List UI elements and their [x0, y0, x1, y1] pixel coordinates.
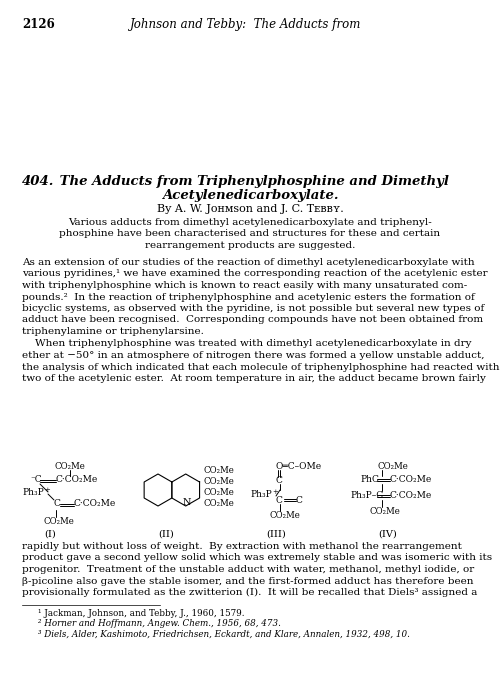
Text: Ph₃P: Ph₃P — [22, 488, 44, 497]
Text: provisionally formulated as the zwitterion (I).  It will be recalled that Diels³: provisionally formulated as the zwitteri… — [22, 588, 477, 597]
Text: triphenylamine or triphenylarsine.: triphenylamine or triphenylarsine. — [22, 327, 204, 336]
Text: +: + — [272, 488, 278, 496]
Text: C·CO₂Me: C·CO₂Me — [390, 475, 432, 484]
Text: O═C–OMe: O═C–OMe — [276, 462, 322, 471]
Text: bicyclic systems, as observed with the pyridine, is not possible but several new: bicyclic systems, as observed with the p… — [22, 304, 484, 313]
Text: CO₂Me: CO₂Me — [54, 462, 86, 471]
Text: CO₂Me: CO₂Me — [204, 477, 234, 486]
Text: CO₂Me: CO₂Me — [204, 466, 234, 475]
Text: C: C — [53, 499, 60, 508]
Text: ¹ Jackman, Johnson, and Tebby, J., 1960, 1579.: ¹ Jackman, Johnson, and Tebby, J., 1960,… — [38, 608, 244, 617]
Text: CO₂Me: CO₂Me — [270, 511, 301, 520]
Text: C·CO₂Me: C·CO₂Me — [74, 499, 116, 508]
Text: (III): (III) — [266, 530, 286, 539]
Text: ³ Diels, Alder, Kashimoto, Friedrichsen, Eckardt, and Klare, Annalen, 1932, 498,: ³ Diels, Alder, Kashimoto, Friedrichsen,… — [38, 629, 410, 638]
Text: β-picoline also gave the stable isomer, and the first-formed adduct has therefor: β-picoline also gave the stable isomer, … — [22, 576, 473, 585]
Text: pounds.²  In the reaction of triphenylphosphine and acetylenic esters the format: pounds.² In the reaction of triphenylpho… — [22, 293, 475, 301]
Text: When triphenylphosphine was treated with dimethyl acetylenedicarboxylate in dry: When triphenylphosphine was treated with… — [22, 340, 471, 348]
Text: C: C — [295, 496, 302, 505]
Text: rapidly but without loss of weight.  By extraction with methanol the rearrangeme: rapidly but without loss of weight. By e… — [22, 542, 462, 551]
Text: adduct have been recognised.  Corresponding compounds have not been obtained fro: adduct have been recognised. Correspondi… — [22, 316, 483, 325]
Text: C·CO₂Me: C·CO₂Me — [390, 491, 432, 500]
Text: Various adducts from dimethyl acetylenedicarboxylate and triphenyl-: Various adducts from dimethyl acetylened… — [68, 218, 432, 227]
Text: the analysis of which indicated that each molecule of triphenylphosphine had rea: the analysis of which indicated that eac… — [22, 363, 500, 371]
Text: progenitor.  Treatment of the unstable adduct with water, methanol, methyl iodid: progenitor. Treatment of the unstable ad… — [22, 565, 474, 574]
Text: CO₂Me: CO₂Me — [44, 517, 75, 526]
Text: By A. W. Jᴏʜᴍson and J. C. Tᴇʙʙʏ.: By A. W. Jᴏʜᴍson and J. C. Tᴇʙʙʏ. — [156, 204, 344, 214]
Text: 404.: 404. — [22, 175, 54, 188]
Text: with triphenylphosphine which is known to react easily with many unsaturated com: with triphenylphosphine which is known t… — [22, 281, 467, 290]
Text: C·CO₂Me: C·CO₂Me — [56, 475, 98, 484]
Text: (II): (II) — [158, 530, 174, 539]
Text: two of the acetylenic ester.  At room temperature in air, the adduct became brow: two of the acetylenic ester. At room tem… — [22, 374, 486, 383]
Text: Acetylenedicarboxylate.: Acetylenedicarboxylate. — [162, 189, 338, 202]
Text: various pyridines,¹ we have examined the corresponding reaction of the acetyleni: various pyridines,¹ we have examined the… — [22, 270, 487, 278]
Text: +: + — [44, 486, 50, 494]
Text: Johnson and Tebby:  The Adducts from: Johnson and Tebby: The Adducts from — [130, 18, 362, 31]
Text: CO₂Me: CO₂Me — [204, 488, 234, 497]
Text: The Adducts from Triphenylphosphine and Dimethyl: The Adducts from Triphenylphosphine and … — [55, 175, 449, 188]
Text: Ph₃P–C: Ph₃P–C — [350, 491, 383, 500]
Text: C: C — [276, 496, 283, 505]
Text: C: C — [276, 476, 283, 485]
Text: 2126: 2126 — [22, 18, 55, 31]
Text: As an extension of our studies of the reaction of dimethyl acetylenedicarboxylat: As an extension of our studies of the re… — [22, 258, 474, 267]
Text: ⁻C: ⁻C — [30, 475, 42, 484]
Text: CO₂Me: CO₂Me — [378, 462, 409, 471]
Text: PhC: PhC — [360, 475, 379, 484]
Text: rearrangement products are suggested.: rearrangement products are suggested. — [145, 241, 355, 250]
Text: Ph₃P: Ph₃P — [250, 490, 272, 499]
Text: phosphine have been characterised and structures for these and certain: phosphine have been characterised and st… — [60, 230, 440, 238]
Text: N: N — [182, 498, 191, 507]
Text: CO₂Me: CO₂Me — [370, 507, 401, 516]
Text: product gave a second yellow solid which was extremely stable and was isomeric w: product gave a second yellow solid which… — [22, 553, 492, 562]
Text: (I): (I) — [44, 530, 56, 539]
Text: ² Horner and Hoffmann, Angew. Chem., 1956, 68, 473.: ² Horner and Hoffmann, Angew. Chem., 195… — [38, 619, 281, 628]
Text: ether at −50° in an atmosphere of nitrogen there was formed a yellow unstable ad: ether at −50° in an atmosphere of nitrog… — [22, 351, 484, 360]
Text: CO₂Me: CO₂Me — [204, 499, 234, 508]
Text: (IV): (IV) — [378, 530, 397, 539]
